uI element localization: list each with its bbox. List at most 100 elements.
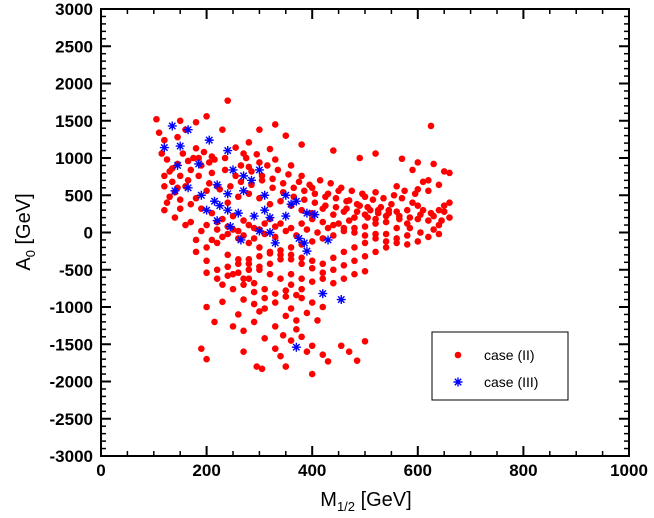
series-case-ii <box>153 97 453 378</box>
data-point-case-ii <box>256 126 263 133</box>
data-point-case-ii <box>427 209 435 217</box>
data-point-case-ii <box>192 118 200 126</box>
data-point-case-iii <box>291 196 301 206</box>
data-point-case-ii <box>382 238 390 245</box>
data-point-case-iii <box>212 216 222 226</box>
data-point-case-ii <box>306 181 313 189</box>
data-point-case-ii <box>319 303 327 311</box>
data-point-case-ii <box>176 117 184 125</box>
data-point-case-ii <box>224 251 232 259</box>
data-point-case-ii <box>176 205 184 212</box>
data-point-case-ii <box>198 345 205 353</box>
x-tick-label: 600 <box>404 461 432 480</box>
data-point-case-ii <box>203 244 210 251</box>
data-point-case-ii <box>298 254 305 262</box>
data-point-case-ii <box>351 244 358 251</box>
data-point-case-ii <box>364 214 371 221</box>
data-point-case-ii <box>282 287 290 294</box>
data-point-case-ii <box>198 205 205 212</box>
data-point-case-ii <box>287 337 295 344</box>
data-point-case-ii <box>282 312 290 320</box>
data-point-case-ii <box>271 121 279 128</box>
data-point-case-ii <box>203 221 210 229</box>
data-point-case-ii <box>382 218 390 226</box>
data-point-case-iii <box>291 342 301 352</box>
data-point-case-ii <box>295 178 303 186</box>
data-point-case-iii <box>175 141 185 151</box>
data-point-case-ii <box>277 256 284 263</box>
data-point-case-ii <box>425 177 432 184</box>
data-point-case-ii <box>208 169 216 177</box>
data-point-case-ii <box>353 357 361 364</box>
data-point-case-ii <box>258 365 266 373</box>
data-point-case-ii <box>245 275 253 282</box>
data-point-case-iii <box>212 180 222 190</box>
data-point-case-iii <box>223 146 233 156</box>
data-point-case-ii <box>208 209 216 217</box>
data-point-case-ii <box>435 206 443 214</box>
data-point-case-ii <box>266 200 274 208</box>
data-point-case-ii <box>248 168 255 175</box>
data-point-case-ii <box>287 224 295 232</box>
x-axis-title: M1/2 [GeV] <box>320 489 411 514</box>
data-point-case-ii <box>282 293 290 300</box>
data-point-case-ii <box>208 236 216 244</box>
data-point-case-iii <box>302 246 312 256</box>
data-point-case-ii <box>293 317 300 324</box>
data-point-case-iii <box>246 175 256 185</box>
data-point-case-ii <box>345 348 353 356</box>
data-point-case-iii <box>302 208 312 218</box>
data-point-case-ii <box>261 305 268 312</box>
data-point-case-ii <box>308 299 316 306</box>
data-point-case-ii <box>277 247 284 254</box>
data-point-case-ii <box>372 188 379 196</box>
data-point-case-iii <box>286 199 296 209</box>
data-point-case-ii <box>211 318 218 326</box>
data-point-case-ii <box>417 211 424 218</box>
data-point-case-ii <box>406 224 414 232</box>
data-point-case-ii <box>224 272 232 280</box>
data-point-case-ii <box>319 269 327 277</box>
data-point-case-ii <box>361 253 369 260</box>
data-point-case-ii <box>227 183 234 190</box>
data-point-case-ii <box>224 97 232 104</box>
data-point-case-iii <box>196 190 206 200</box>
data-point-case-ii <box>427 122 435 130</box>
data-point-case-ii <box>184 157 192 165</box>
x-axis-title-main: M <box>320 489 337 511</box>
data-point-case-ii <box>271 290 279 297</box>
data-point-case-ii <box>300 196 308 204</box>
legend-marker-case-ii <box>454 351 462 359</box>
data-point-case-ii <box>390 191 398 199</box>
data-point-case-ii <box>161 136 168 144</box>
data-point-case-ii <box>298 260 305 268</box>
data-point-case-ii <box>195 172 202 180</box>
data-point-case-ii <box>187 166 195 174</box>
data-point-case-ii <box>351 270 358 278</box>
data-point-case-iii <box>225 222 235 232</box>
y-tick-label: -1500 <box>50 335 93 354</box>
data-point-case-ii <box>319 235 327 242</box>
y-tick-label: 500 <box>65 186 93 205</box>
data-point-case-ii <box>382 230 390 238</box>
data-point-case-iii <box>323 235 333 245</box>
legend-dot-case-ii <box>454 351 462 359</box>
data-point-case-ii <box>414 159 422 166</box>
data-point-case-ii <box>287 244 295 251</box>
data-point-case-ii <box>353 208 361 215</box>
data-point-case-ii <box>330 279 337 287</box>
y-tick-label: -2500 <box>50 410 93 429</box>
data-point-case-ii <box>303 226 311 233</box>
data-point-case-ii <box>234 269 242 277</box>
data-point-case-ii <box>330 266 337 274</box>
data-point-case-ii <box>340 248 348 256</box>
data-point-case-ii <box>261 220 268 227</box>
data-point-case-iii <box>210 196 220 206</box>
data-point-case-ii <box>316 177 324 184</box>
data-point-case-ii <box>446 199 453 206</box>
data-point-case-ii <box>303 309 311 317</box>
data-point-case-ii <box>388 200 395 208</box>
data-point-case-ii <box>258 172 266 180</box>
data-point-case-iii <box>223 189 233 199</box>
